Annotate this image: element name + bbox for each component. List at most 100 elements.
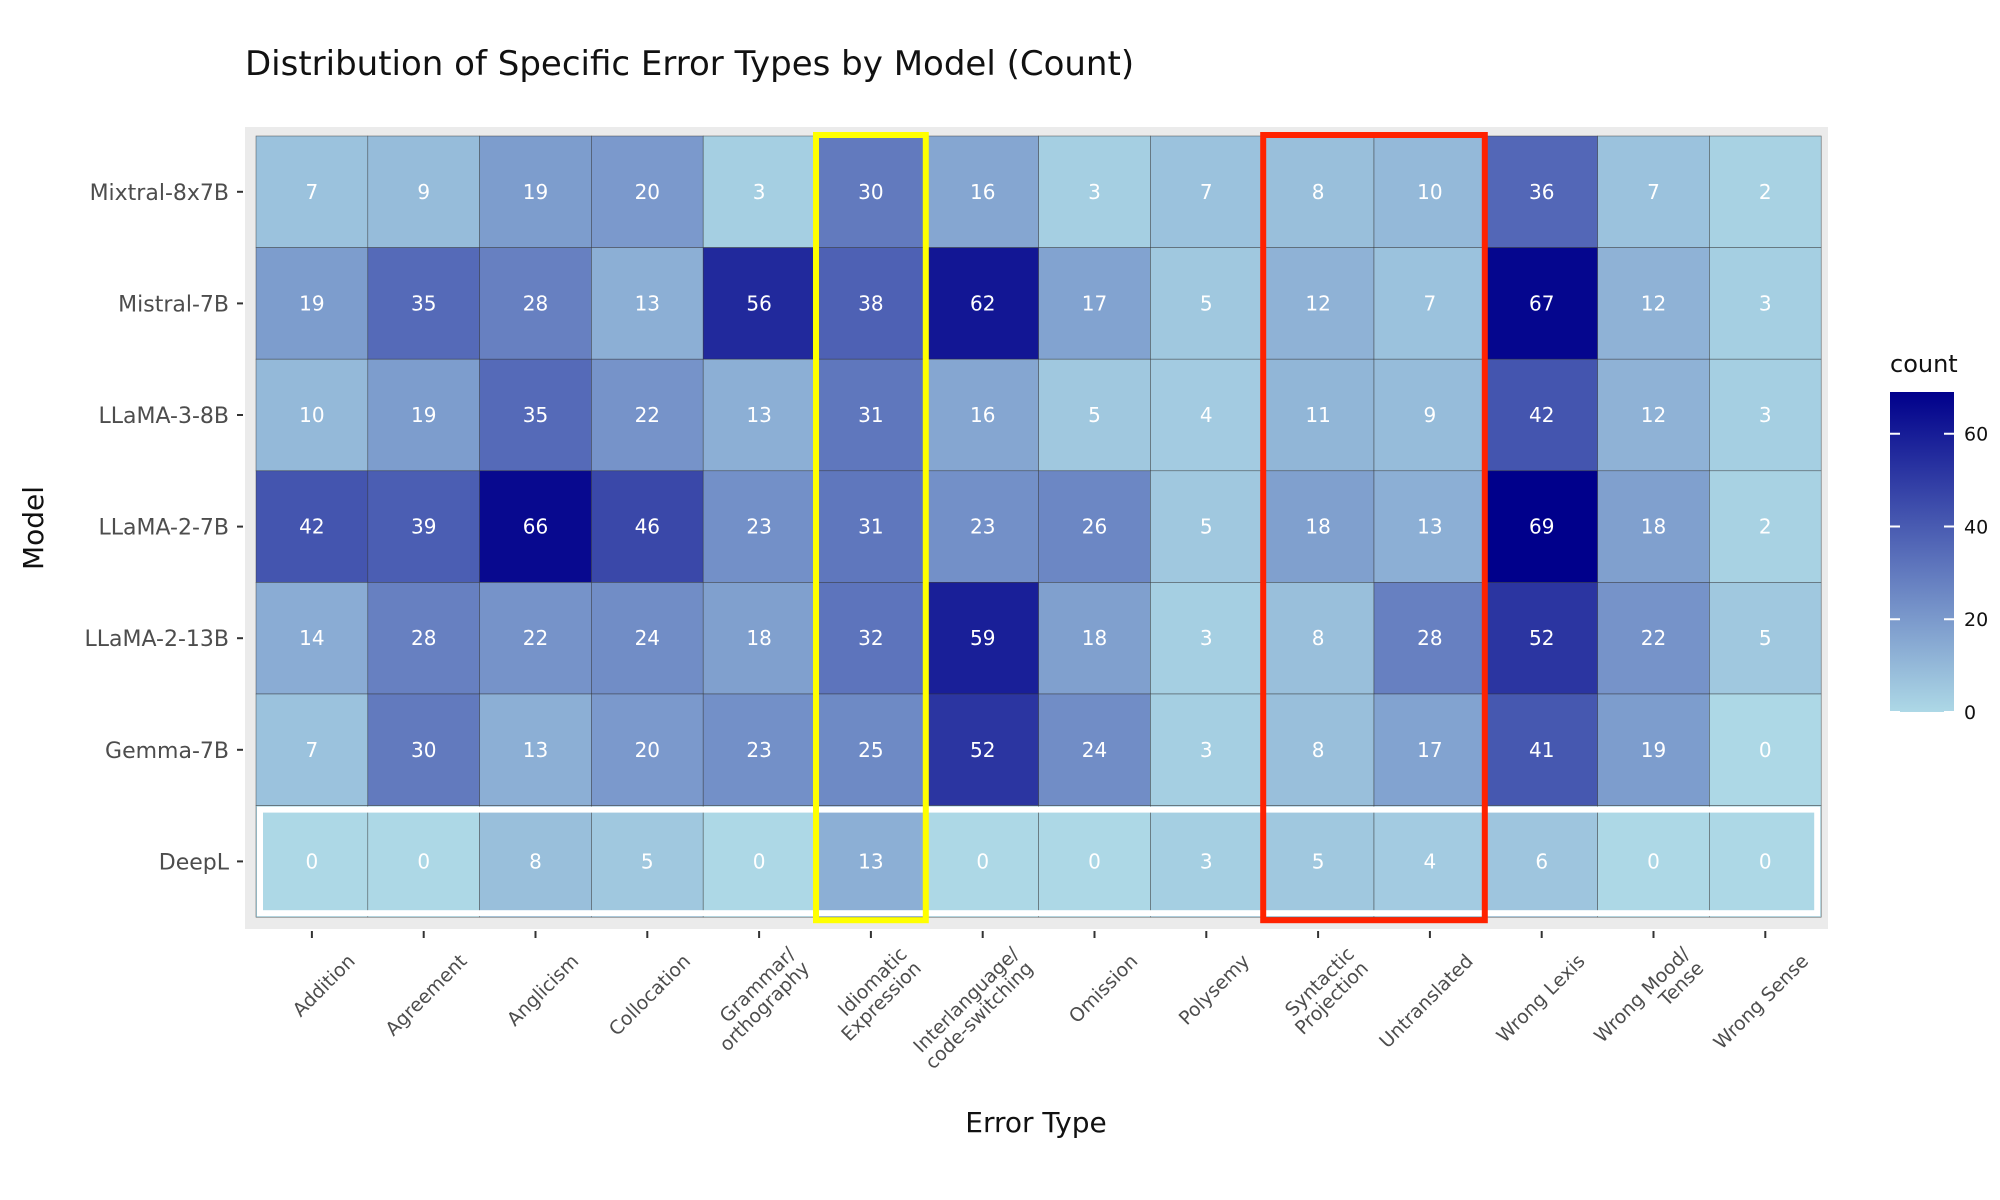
- heatmap-cell: [1261, 135, 1375, 248]
- cell-value-label: 28: [411, 626, 436, 650]
- cell-value-label: 7: [306, 180, 319, 204]
- heatmap-cell: [814, 693, 928, 806]
- cell-value-label: 24: [635, 626, 660, 650]
- cell-value-label: 25: [858, 738, 883, 762]
- cell-value-label: 46: [635, 515, 660, 539]
- heatmap-cell: [1485, 135, 1598, 248]
- heatmap-cell: [1597, 805, 1710, 918]
- cell-value-label: 18: [1641, 515, 1666, 539]
- cell-value-label: 42: [299, 515, 324, 539]
- cell-value-label: 38: [858, 291, 883, 315]
- cell-value-label: 13: [635, 291, 660, 315]
- x-tick-label: Wrong Mood/Tense: [1590, 943, 1709, 1062]
- heatmap-cell: [702, 358, 816, 472]
- heatmap-cell: [367, 805, 480, 918]
- cell-value-label: 0: [1759, 738, 1772, 762]
- heatmap-cell: [479, 805, 592, 918]
- cell-value-label: 17: [1082, 291, 1107, 315]
- y-tick-label: LLaMA-2-13B: [84, 627, 229, 652]
- cell-value-label: 5: [641, 849, 654, 873]
- cell-value-label: 23: [746, 515, 771, 539]
- heatmap-cell: [1373, 247, 1487, 360]
- cell-value-label: 13: [1417, 515, 1442, 539]
- cell-value-label: 3: [753, 180, 766, 204]
- cell-value-label: 67: [1529, 291, 1554, 315]
- heatmap-cell: [1150, 582, 1263, 695]
- cell-value-label: 23: [746, 738, 771, 762]
- heatmap-cell: [255, 358, 369, 472]
- heatmap-cell: [814, 358, 928, 472]
- heatmap-cell: [926, 247, 1039, 360]
- legend-colorbar: [1890, 392, 1954, 712]
- heatmap-cell: [1597, 582, 1710, 695]
- cell-value-label: 62: [970, 291, 995, 315]
- cell-value-label: 3: [1759, 403, 1772, 427]
- heatmap-cell: [591, 247, 704, 360]
- x-tick-label: Polysemy: [1175, 950, 1254, 1029]
- highlight-column-idiomatic: [813, 132, 929, 924]
- cell-value-label: 0: [1088, 849, 1101, 873]
- cell-value-label: 18: [1305, 515, 1330, 539]
- cell-value-label: 26: [1082, 515, 1107, 539]
- heatmap-cell: [926, 805, 1039, 918]
- y-axis-title: Model: [17, 486, 50, 570]
- y-tick-label: LLaMA-2-7B: [98, 516, 229, 541]
- cell-value-label: 0: [753, 849, 766, 873]
- legend-title: count: [1890, 350, 1958, 378]
- heatmap-cell: [255, 470, 369, 583]
- heatmap-cell: [1373, 582, 1487, 695]
- cell-value-label: 3: [1759, 291, 1772, 315]
- cell-value-label: 66: [523, 515, 548, 539]
- heatmap-cell: [1038, 247, 1151, 360]
- heatmap-cell: [255, 805, 369, 918]
- cell-value-label: 12: [1641, 291, 1666, 315]
- heatmap-cell: [1150, 805, 1263, 918]
- heatmap-cell: [1709, 582, 1822, 695]
- heatmap-cell: [1485, 693, 1598, 806]
- cell-value-label: 20: [635, 180, 660, 204]
- cell-value-label: 32: [858, 626, 883, 650]
- x-tick-label: Collocation: [605, 950, 695, 1040]
- heatmap-cell: [1485, 470, 1598, 583]
- y-tick-label: Mistral-7B: [118, 292, 229, 317]
- heatmap-cell: [1373, 358, 1487, 472]
- cell-value-label: 31: [858, 515, 883, 539]
- cell-value-label: 56: [746, 291, 771, 315]
- heatmap-cell: [479, 693, 592, 806]
- cell-value-label: 5: [1200, 515, 1213, 539]
- cell-value-label: 41: [1529, 738, 1554, 762]
- heatmap-cell: [367, 135, 480, 248]
- cell-value-label: 19: [411, 403, 436, 427]
- heatmap-cell: [1597, 693, 1710, 806]
- cell-value-label: 5: [1759, 626, 1772, 650]
- heatmap-cell: [1709, 470, 1822, 583]
- heatmap-cell: [1150, 693, 1263, 806]
- cell-value-label: 28: [523, 291, 548, 315]
- heatmap-cell: [1597, 358, 1710, 472]
- cell-value-label: 52: [970, 738, 995, 762]
- x-tick-label: Wrong Lexis: [1493, 950, 1590, 1047]
- cell-value-label: 3: [1088, 180, 1101, 204]
- heatmap-cell: [926, 582, 1039, 695]
- heatmap-cell: [1261, 247, 1375, 360]
- cell-value-label: 19: [1641, 738, 1666, 762]
- heatmap-cell: [1709, 247, 1822, 360]
- cell-value-label: 16: [970, 403, 995, 427]
- cell-value-label: 0: [306, 849, 319, 873]
- heatmap-cell: [1485, 247, 1598, 360]
- heatmap-cell: [367, 582, 480, 695]
- cell-value-label: 7: [1424, 291, 1437, 315]
- y-tick-label: Gemma-7B: [105, 739, 229, 764]
- cell-value-label: 69: [1529, 515, 1554, 539]
- heatmap-cell: [1485, 805, 1598, 918]
- cell-value-label: 14: [299, 626, 324, 650]
- heatmap-cell: [367, 358, 480, 472]
- heatmap-cell: [702, 470, 816, 583]
- heatmap-cell: [367, 247, 480, 360]
- cell-value-label: 8: [1312, 626, 1325, 650]
- cell-value-label: 4: [1200, 403, 1213, 427]
- cell-value-label: 18: [1082, 626, 1107, 650]
- cell-value-label: 30: [411, 738, 436, 762]
- heatmap-cell: [1709, 358, 1822, 472]
